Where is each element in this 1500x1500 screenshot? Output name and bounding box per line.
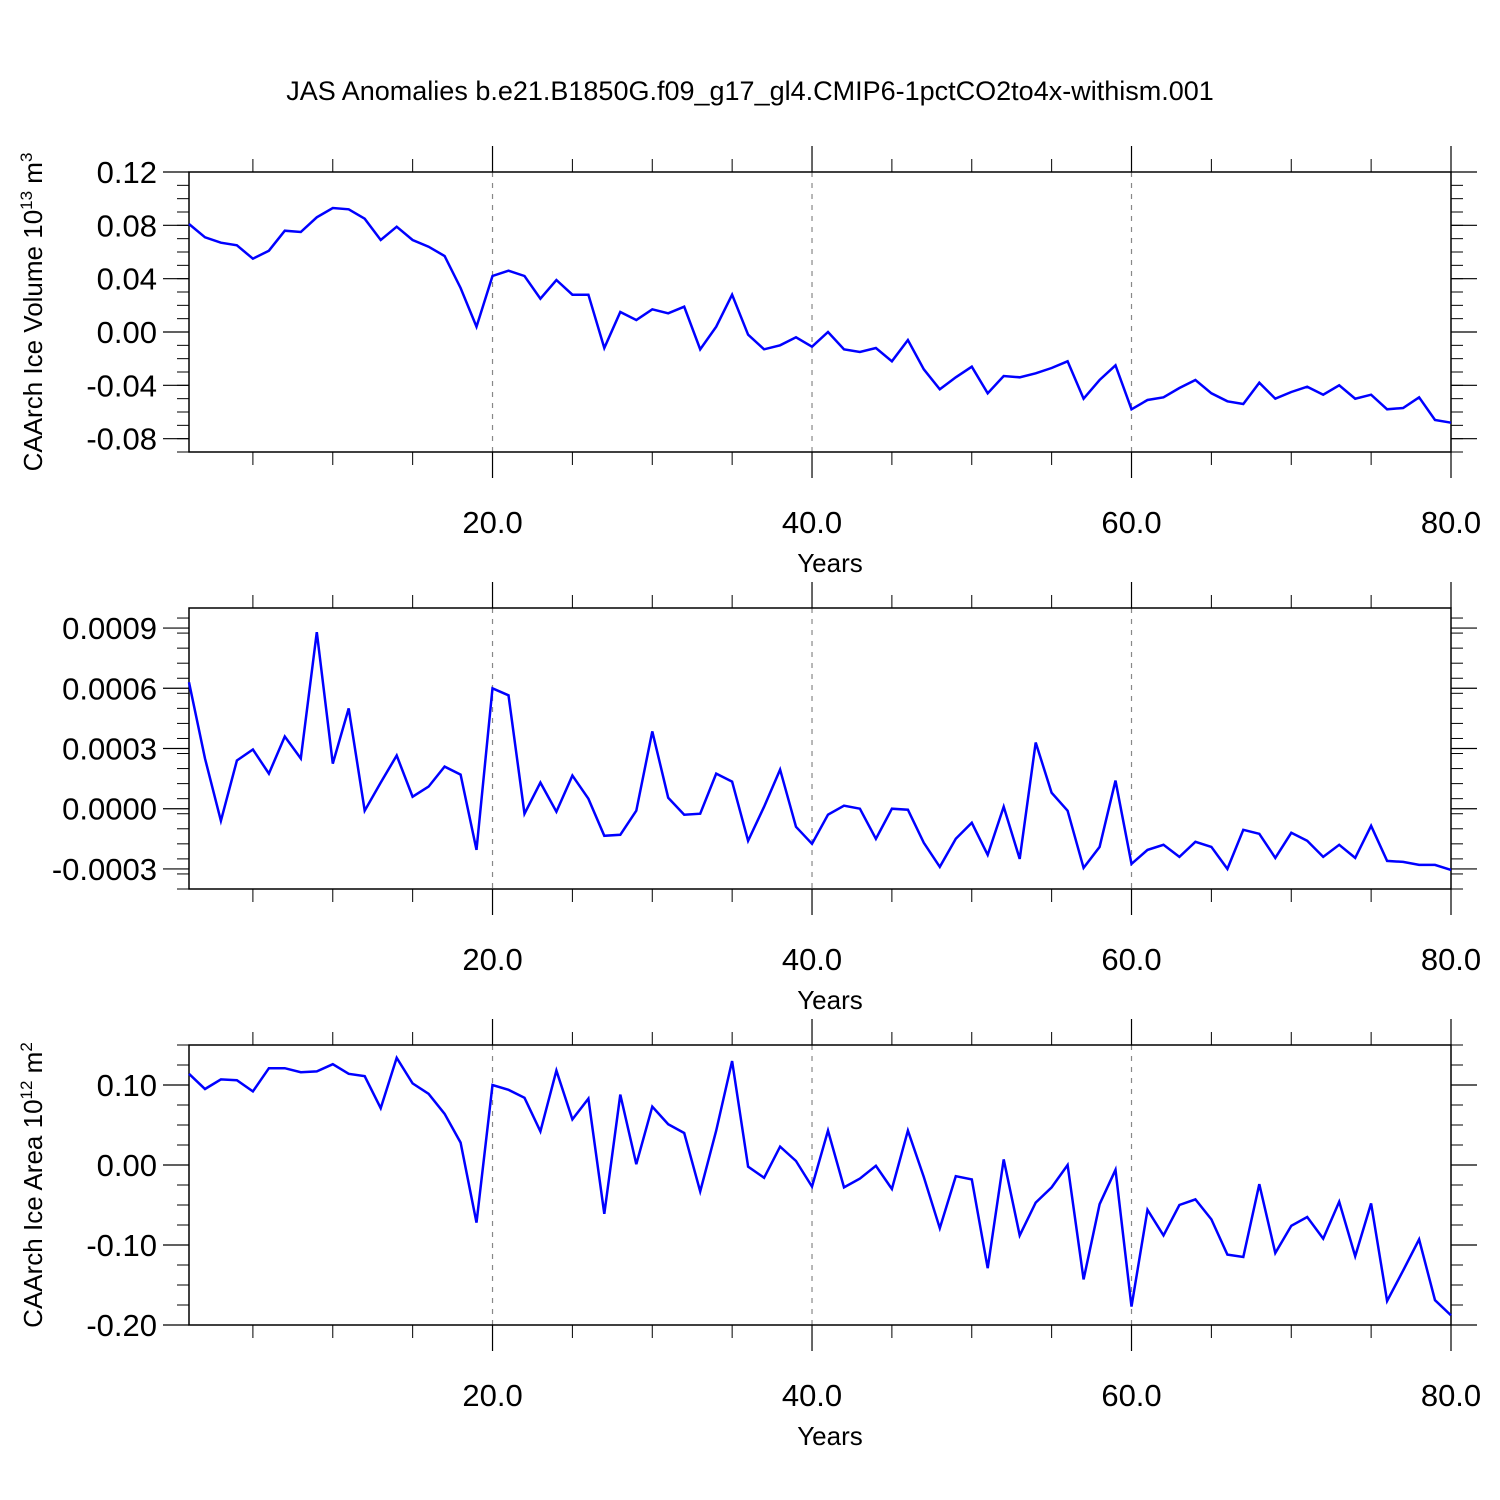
p2-y-tick-label-1: 0.00: [97, 1148, 157, 1183]
p1-plot-frame: [188, 607, 1452, 890]
p2-x-tick-label-40: 40.0: [782, 1378, 842, 1413]
p1-series-line: [187, 631, 1452, 872]
p0-x-tick-label-60: 60.0: [1101, 505, 1161, 540]
figure-title: JAS Anomalies b.e21.B1850G.f09_g17_gl4.C…: [286, 76, 1214, 106]
p1-y-tick-label-3: 0.0000: [62, 792, 157, 827]
p0-y-tick-label-4: -0.04: [86, 368, 157, 403]
p1-x-tick-label-60: 60.0: [1101, 942, 1161, 977]
p0-y-tick-label-5: -0.08: [86, 422, 157, 457]
p2-x-axis-label: Years: [797, 1421, 863, 1451]
p1-x-tick-label-20: 20.0: [462, 942, 522, 977]
p0-x-tick-label-80: 80.0: [1421, 505, 1481, 540]
p2-x-tick-label-80: 80.0: [1421, 1378, 1481, 1413]
p2-plot-frame: [188, 1044, 1452, 1326]
p2-x-tick-label-20: 20.0: [462, 1378, 522, 1413]
p1-y-tick-label-1: 0.0006: [62, 671, 157, 706]
p2-y-axis-label: CAArch Ice Area 1012 m2: [17, 1042, 48, 1328]
p0-plot-frame: [188, 171, 1452, 453]
panel-snow-volume: 20.0 40.0 60.0 80.0 Years 0.0009 0.0006 0.0003 0…: [52, 582, 1481, 1015]
p0-y-tick-label-3: 0.00: [97, 315, 157, 350]
p0-x-axis-label: Years: [797, 548, 863, 578]
p0-series-line: [188, 206, 1452, 424]
p2-y-tick-label-2: -0.10: [86, 1228, 157, 1263]
p0-x-tick-label-20: 20.0: [462, 505, 522, 540]
p1-x-tick-label-80: 80.0: [1421, 942, 1481, 977]
p1-y-tick-label-0: 0.0009: [62, 611, 157, 646]
p2-x-tick-label-60: 60.0: [1101, 1378, 1161, 1413]
panel-ice-area: 20.0 40.0 60.0 80.0 Years 0.10 0.00 -0.10 -0.20 C…: [17, 1019, 1481, 1451]
p1-x-tick-label-40: 40.0: [782, 942, 842, 977]
p0-y-axis-label: CAArch Ice Volume 1013 m3: [17, 153, 48, 472]
p2-y-tick-label-0: 0.10: [97, 1068, 157, 1103]
p2-y-tick-label-3: -0.20: [86, 1308, 157, 1343]
p1-x-axis-label: Years: [797, 985, 863, 1015]
p1-y-tick-label-4: -0.0003: [52, 852, 157, 887]
p0-y-tick-label-2: 0.04: [97, 262, 157, 297]
p2-series-line: [188, 1054, 1452, 1317]
p0-x-tick-label-40: 40.0: [782, 505, 842, 540]
p1-y-tick-label-2: 0.0003: [62, 732, 157, 767]
panel-ice-volume: 20.0 40.0 60.0 80.0 Years 0.12 0.08 0.04 0.00 -0.…: [17, 146, 1481, 578]
p0-y-tick-label-0: 0.12: [97, 155, 157, 190]
p0-y-tick-label-1: 0.08: [97, 208, 157, 243]
